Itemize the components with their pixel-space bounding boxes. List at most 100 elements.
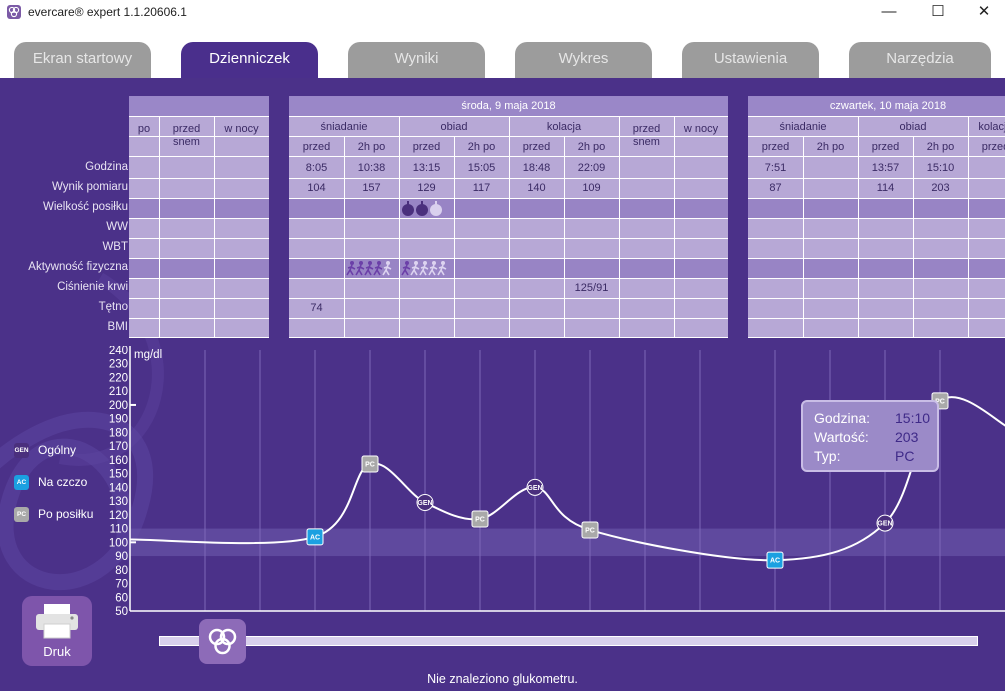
table-cell-godzina: 22:09 bbox=[577, 162, 606, 174]
grid-line bbox=[129, 136, 269, 137]
tab-narzedzia[interactable]: Narzędzia bbox=[849, 42, 991, 78]
table-band bbox=[289, 258, 728, 278]
y-tick-label: 70 bbox=[115, 579, 128, 591]
y-unit-label: mg/dl bbox=[134, 349, 162, 361]
row-label-7: Tętno bbox=[98, 301, 128, 313]
runner-head bbox=[414, 261, 418, 265]
grid-line bbox=[564, 136, 565, 338]
diary-panel: Godzina Wynik pomiaru Wielkość posiłku WW WB… bbox=[0, 78, 1005, 691]
day-table: po przed snem w nocy bbox=[129, 96, 269, 338]
table-cell-wynik: 157 bbox=[362, 182, 381, 194]
y-tick-label: 200 bbox=[109, 400, 128, 412]
table-cell-wynik: 87 bbox=[769, 182, 782, 194]
runner-icon bbox=[355, 261, 365, 276]
legend-label: Po posiłku bbox=[38, 507, 94, 521]
grid-line bbox=[214, 116, 215, 338]
tooltip-value: PC bbox=[895, 448, 915, 464]
table-band bbox=[129, 198, 269, 218]
grid-line bbox=[619, 116, 620, 338]
ac-marker-icon bbox=[766, 551, 784, 569]
marker-label: PC bbox=[585, 527, 595, 534]
table-cell-godzina: 10:38 bbox=[357, 162, 386, 174]
row-label-8: BMI bbox=[107, 321, 128, 333]
print-button[interactable]: Druk bbox=[22, 596, 92, 666]
grid-line bbox=[748, 238, 1005, 239]
status-message: Nie znaleziono glukometru. bbox=[427, 672, 578, 686]
tab-ekran-startowy[interactable]: Ekran startowy bbox=[14, 42, 151, 78]
grid-line bbox=[289, 298, 728, 299]
day-date-header: środa, 9 maja 2018 bbox=[289, 96, 728, 116]
activity-level-icon bbox=[401, 261, 447, 276]
row-label-0: Godzina bbox=[85, 161, 128, 173]
gen-marker-icon bbox=[416, 493, 434, 511]
runner-body bbox=[346, 264, 356, 276]
grid-line bbox=[748, 116, 1005, 117]
tab-dzienniczek[interactable]: Dzienniczek bbox=[181, 42, 318, 78]
table-cell-godzina: 18:48 bbox=[522, 162, 551, 174]
grid-line bbox=[289, 198, 728, 199]
grid-line bbox=[289, 218, 728, 219]
close-button[interactable]: ✕ bbox=[977, 3, 991, 20]
meal-sub-header: przed bbox=[871, 141, 900, 153]
meal-sub-header: 2h po bbox=[467, 141, 496, 153]
grid-line bbox=[858, 116, 859, 338]
timeline-scroll-thumb[interactable] bbox=[199, 619, 246, 664]
grid-line bbox=[129, 258, 269, 259]
minimize-button[interactable]: — bbox=[881, 3, 897, 20]
pc-marker-icon bbox=[471, 510, 489, 528]
marker-label: GEN bbox=[877, 521, 892, 528]
runner-icon bbox=[382, 261, 392, 276]
meal-sub-header: przed bbox=[761, 141, 790, 153]
column-header: przed snem bbox=[172, 123, 201, 148]
runner-head bbox=[423, 261, 427, 265]
row-label-1: Wynik pomiaru bbox=[52, 181, 128, 193]
runner-body bbox=[364, 264, 374, 276]
table-cell-wynik: 129 bbox=[417, 182, 436, 194]
data-point-gen: GEN bbox=[526, 478, 544, 496]
glucose-series-line bbox=[129, 396, 1005, 562]
apple-stem bbox=[421, 201, 423, 205]
table-cell-wynik: 203 bbox=[931, 182, 950, 194]
marker-label: AC bbox=[770, 558, 780, 565]
grid-line bbox=[748, 318, 1005, 319]
grid-line bbox=[913, 136, 914, 338]
grid-line bbox=[129, 278, 269, 279]
runner-icon bbox=[410, 261, 420, 276]
grid-line bbox=[289, 238, 728, 239]
tab-wykres[interactable]: Wykres bbox=[515, 42, 652, 78]
maximize-button[interactable]: ☐ bbox=[931, 3, 945, 20]
app-logo-icon bbox=[7, 5, 21, 19]
runner-head bbox=[405, 261, 409, 265]
grid-line bbox=[968, 116, 969, 338]
tab-wyniki[interactable]: Wyniki bbox=[348, 42, 485, 78]
data-point-pc: PC bbox=[471, 510, 489, 528]
meal-sub-header: przed bbox=[981, 141, 1005, 153]
meal-sub-header: 2h po bbox=[577, 141, 606, 153]
grid-line bbox=[748, 298, 1005, 299]
runner-icon bbox=[419, 261, 429, 276]
meal-sub-header: przed bbox=[412, 141, 441, 153]
runner-body bbox=[428, 264, 438, 276]
data-point-gen: GEN bbox=[876, 514, 894, 532]
runner-icon bbox=[364, 261, 374, 276]
apple-stem bbox=[435, 201, 437, 205]
marker-label: PC bbox=[475, 516, 485, 523]
grid-line bbox=[344, 136, 345, 338]
y-tick-label: 150 bbox=[109, 469, 128, 481]
marker-label: PC bbox=[365, 462, 375, 469]
runner-head bbox=[441, 261, 445, 265]
row-label-5: Aktywność fizyczna bbox=[28, 261, 128, 273]
grid-line bbox=[129, 116, 269, 117]
timeline-scrollbar[interactable] bbox=[159, 636, 978, 646]
tab-ustawienia[interactable]: Ustawienia bbox=[682, 42, 819, 78]
grid-line bbox=[289, 156, 728, 157]
table-cell-cisnienie: 125/91 bbox=[574, 282, 609, 294]
table-cell-wynik: 140 bbox=[527, 182, 546, 194]
tooltip-label: Wartość: bbox=[814, 429, 869, 445]
grid-line bbox=[129, 218, 269, 219]
title-bar: evercare® expert 1.1.20606.1 — ☐ ✕ bbox=[0, 0, 1005, 26]
legend-label: Ogólny bbox=[38, 443, 77, 457]
column-header: przed snem bbox=[632, 123, 661, 148]
y-tick-label: 80 bbox=[115, 565, 128, 577]
grid-line bbox=[129, 178, 269, 179]
